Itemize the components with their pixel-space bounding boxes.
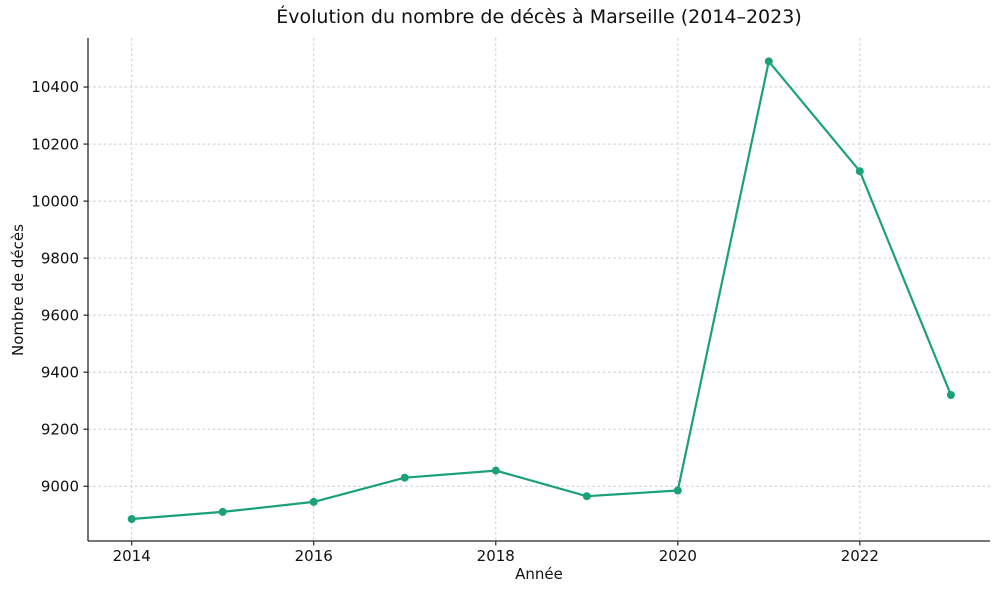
x-tick-label: 2022 — [841, 547, 879, 565]
y-tick-label: 9400 — [41, 363, 79, 381]
x-tick-label: 2020 — [659, 547, 697, 565]
x-tick-label: 2014 — [113, 547, 151, 565]
x-axis-title: Année — [515, 565, 563, 583]
data-point — [400, 473, 409, 482]
y-tick-label: 10200 — [31, 135, 79, 153]
data-point — [127, 515, 136, 523]
x-tick-label: 2018 — [477, 547, 515, 565]
y-tick-label: 10400 — [31, 78, 79, 96]
data-point — [946, 391, 955, 399]
y-tick-label: 9200 — [41, 420, 79, 438]
chart-title: Évolution du nombre de décès à Marseille… — [276, 6, 802, 28]
y-tick-label: 9800 — [41, 249, 79, 267]
y-tick-label: 10000 — [31, 192, 79, 210]
data-point — [309, 497, 318, 506]
x-tick-label: 2016 — [295, 547, 333, 565]
data-point — [855, 167, 864, 176]
y-tick-label: 9600 — [41, 306, 79, 324]
y-tick-label: 9000 — [41, 477, 79, 495]
data-point — [218, 507, 227, 516]
data-point — [673, 486, 682, 495]
deaths-trend-line — [130, 60, 953, 521]
data-point — [491, 466, 500, 475]
data-point — [582, 492, 591, 501]
data-point — [764, 57, 773, 66]
